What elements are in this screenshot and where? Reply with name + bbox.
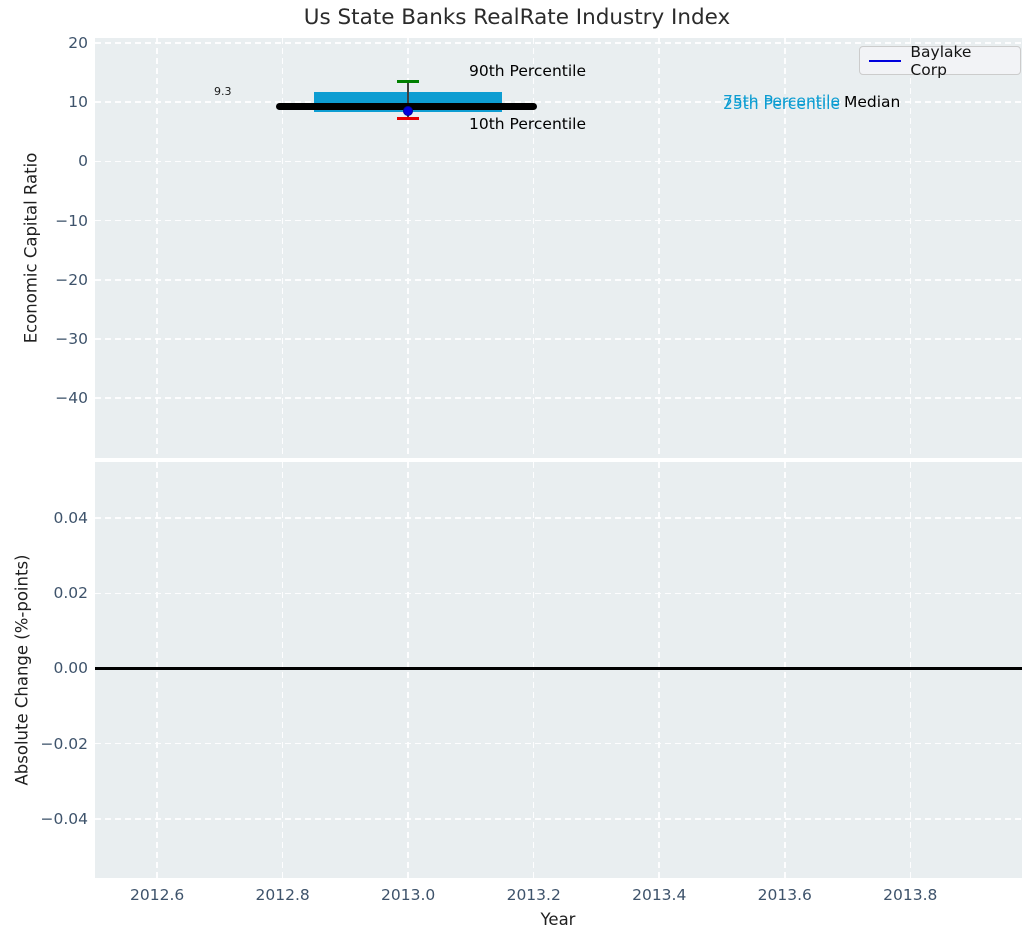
gridline-horizontal xyxy=(95,742,1022,745)
x-tick-label: 2013.6 xyxy=(757,886,812,904)
p10-cap xyxy=(396,116,420,120)
gridline-vertical xyxy=(281,38,284,458)
gridline-horizontal xyxy=(95,42,1022,44)
y-tick-label: −30 xyxy=(55,330,88,348)
legend: Baylake Corp xyxy=(859,43,1021,79)
gridline-horizontal xyxy=(95,397,1022,399)
p90-cap xyxy=(396,79,420,84)
x-tick-label: 2013.4 xyxy=(632,886,687,904)
legend-line-swatch xyxy=(869,59,902,62)
y-tick-label: −40 xyxy=(55,389,88,408)
gridline-vertical xyxy=(909,38,912,458)
gridline-vertical xyxy=(658,38,660,458)
gridline-horizontal xyxy=(95,219,1022,222)
x-tick-label: 2013.8 xyxy=(883,886,938,904)
legend-label: Baylake Corp xyxy=(910,42,972,79)
y-tick-label: 0 xyxy=(78,152,88,171)
annotation: 75th Percentile xyxy=(723,92,841,110)
whisker-line xyxy=(407,81,409,119)
gridline-vertical xyxy=(407,462,409,878)
gridline-vertical xyxy=(532,462,535,878)
annotation: 9.3 xyxy=(214,85,232,98)
top-plot-area xyxy=(95,38,1022,458)
x-tick-label: 2012.8 xyxy=(255,886,310,904)
x-axis-label: Year xyxy=(540,910,576,929)
y-tick-label: −20 xyxy=(55,270,88,289)
y-tick-label: 0.02 xyxy=(53,584,88,603)
bottom-plot-area xyxy=(95,462,1022,878)
gridline-vertical xyxy=(784,462,786,878)
gridline-horizontal xyxy=(95,338,1022,340)
gridline-horizontal xyxy=(95,818,1022,820)
gridline-vertical xyxy=(281,462,284,878)
x-tick-label: 2012.6 xyxy=(130,886,185,904)
gridline-horizontal xyxy=(95,592,1022,595)
x-tick-label: 2013.0 xyxy=(381,886,436,904)
annotation: Median xyxy=(844,93,901,111)
gridline-vertical xyxy=(156,38,158,458)
annotation: 25th Percentile xyxy=(723,95,841,113)
gridline-horizontal xyxy=(95,517,1022,519)
gridline-horizontal xyxy=(95,160,1022,163)
gridline-horizontal xyxy=(95,279,1022,281)
gridline-vertical xyxy=(658,462,660,878)
y-tick-label: −0.04 xyxy=(40,809,89,828)
y-tick-label: 20 xyxy=(68,34,88,53)
y-tick-label: −0.02 xyxy=(40,734,89,753)
gridline-horizontal xyxy=(95,101,1022,103)
gridline-vertical xyxy=(532,38,535,458)
top-y-axis-label: Economic Capital Ratio xyxy=(21,152,41,344)
company-marker xyxy=(403,105,414,116)
gridline-vertical xyxy=(784,38,786,458)
y-tick-label: 10 xyxy=(68,93,88,112)
gridline-vertical xyxy=(909,462,912,878)
y-tick-label: 0.00 xyxy=(53,659,88,678)
gridline-vertical xyxy=(407,38,409,458)
x-tick-label: 2013.2 xyxy=(506,886,561,904)
chart-title: Us State Banks RealRate Industry Index xyxy=(303,5,731,30)
annotation: 10th Percentile xyxy=(469,115,587,133)
annotation: 90th Percentile xyxy=(469,62,587,80)
y-tick-label: 0.04 xyxy=(53,509,88,528)
bottom-y-axis-label: Absolute Change (%-points) xyxy=(12,554,32,786)
y-tick-label: −10 xyxy=(55,211,88,230)
zero-line xyxy=(95,667,1022,670)
gridline-vertical xyxy=(156,462,158,878)
